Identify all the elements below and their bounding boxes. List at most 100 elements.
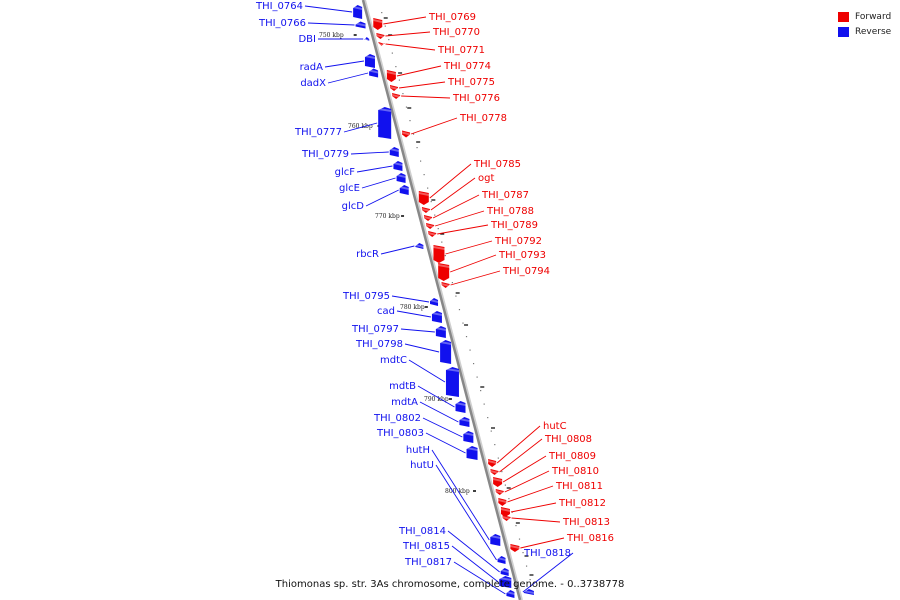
gene-THI_0794[interactable] <box>441 270 501 288</box>
gene-THI_0777[interactable] <box>343 107 392 139</box>
gene-glcD[interactable] <box>365 185 409 207</box>
gene-THI_0764[interactable] <box>304 5 363 19</box>
gene-block <box>500 507 510 517</box>
gene-THI_0785[interactable] <box>418 163 472 205</box>
gene-THI_0798[interactable] <box>404 340 452 364</box>
gene-THI_0774[interactable] <box>386 65 442 82</box>
gene-THI_0775[interactable] <box>390 81 446 91</box>
gene-leader-line <box>396 310 432 318</box>
gene-block-highlight <box>399 186 409 190</box>
gene-leader-line <box>450 270 501 286</box>
gene-label: THI_0775 <box>447 77 495 88</box>
gene-THI_0789[interactable] <box>428 224 489 237</box>
gene-block <box>364 54 375 68</box>
gene-leader-line <box>361 177 396 189</box>
gene-block <box>418 191 429 205</box>
gene-THI_0803[interactable] <box>425 432 478 460</box>
gene-cad[interactable] <box>396 310 442 323</box>
gene-hutU[interactable] <box>435 464 506 564</box>
grid-dot <box>465 336 468 338</box>
gene-THI_0818[interactable] <box>522 552 574 595</box>
scale-tick-label: 790 kbp <box>424 396 449 403</box>
gene-glcF[interactable] <box>356 161 403 173</box>
gene-block <box>389 147 399 157</box>
gene-THI_0810[interactable] <box>495 470 550 495</box>
gene-THI_0816[interactable] <box>510 537 565 552</box>
gene-THI_0802[interactable] <box>422 417 474 443</box>
gene-leader-line <box>502 455 547 483</box>
gene-THI_0788[interactable] <box>426 210 485 229</box>
gene-block-highlight <box>459 418 470 422</box>
axis-line <box>361 0 522 600</box>
gene-block-highlight <box>415 244 424 248</box>
map-caption: Thiomonas sp. str. 3As chromosome, compl… <box>0 579 900 590</box>
gene-block <box>426 223 435 229</box>
gene-mdtC[interactable] <box>408 359 459 397</box>
gene-DBI[interactable] <box>318 37 370 42</box>
grid-dot <box>419 160 422 162</box>
grid-dot <box>487 417 489 419</box>
gene-THI_0797[interactable] <box>400 326 446 338</box>
gene-THI_0779[interactable] <box>350 147 399 157</box>
gene-THI_0770[interactable] <box>376 31 431 39</box>
gene-block-highlight <box>506 591 515 595</box>
gene-leader-line <box>404 343 440 353</box>
gene-glcE[interactable] <box>361 173 406 189</box>
gene-block <box>369 68 379 78</box>
gene-THI_0795[interactable] <box>391 295 439 306</box>
gene-block-highlight <box>378 108 392 112</box>
gene-block-highlight <box>499 577 512 581</box>
gene-label: rbcR <box>356 249 379 260</box>
gene-leader-line <box>451 545 499 583</box>
gene-label: THI_0815 <box>402 541 450 552</box>
gene-ogt[interactable] <box>421 177 476 213</box>
grid-dot <box>398 79 401 81</box>
gene-THI_0809[interactable] <box>493 455 547 487</box>
gene-label: THI_0770 <box>432 27 480 38</box>
gene-THI_0769[interactable] <box>373 16 427 30</box>
grid-dot <box>451 282 453 284</box>
gene-THI_0766[interactable] <box>307 21 366 29</box>
gene-THI_0776[interactable] <box>392 93 451 99</box>
gene-dadX[interactable] <box>327 68 379 84</box>
gene-block <box>392 93 401 99</box>
gene-THI_0812[interactable] <box>500 502 557 517</box>
gene-block-highlight <box>369 69 379 74</box>
chromosome-axis <box>361 0 523 600</box>
gene-leader-line <box>380 245 415 255</box>
gene-rbcR[interactable] <box>380 243 424 255</box>
gene-mdtB[interactable] <box>417 385 466 413</box>
gene-label: cad <box>377 306 395 317</box>
gene-hutH[interactable] <box>431 449 501 546</box>
gene-THI_0792[interactable] <box>433 240 493 263</box>
grid-dot <box>402 93 404 95</box>
gene-THI_0817[interactable] <box>453 561 515 598</box>
gene-THI_0771[interactable] <box>378 42 436 51</box>
gene-label: THI_0769 <box>428 12 476 23</box>
gene-block-highlight <box>378 43 385 47</box>
gene-leader-line <box>391 295 430 303</box>
grid-dot <box>494 444 496 446</box>
gene-hutC[interactable] <box>488 425 541 467</box>
grid-dot <box>405 106 408 108</box>
gene-THI_0815[interactable] <box>451 545 512 588</box>
gene-radA[interactable] <box>324 54 375 68</box>
gene-leader-line <box>499 438 543 473</box>
grid-dot <box>441 241 443 243</box>
gene-mdtA[interactable] <box>419 401 470 427</box>
gene-label: hutH <box>406 445 430 456</box>
gene-label: THI_0789 <box>490 220 538 231</box>
gene-leader-line <box>324 60 365 68</box>
gene-block <box>523 589 534 595</box>
gene-THI_0787[interactable] <box>424 194 480 221</box>
legend-swatch-forward <box>838 11 849 22</box>
gene-THI_0814[interactable] <box>447 530 509 576</box>
gene-THI_0793[interactable] <box>438 254 497 281</box>
gene-block-highlight <box>396 174 406 178</box>
gene-THI_0808[interactable] <box>490 438 543 475</box>
gene-THI_0813[interactable] <box>502 515 561 523</box>
gene-THI_0778[interactable] <box>402 117 458 138</box>
gene-block-highlight <box>441 283 450 287</box>
gene-THI_0811[interactable] <box>498 485 554 506</box>
gene-block <box>502 515 511 521</box>
